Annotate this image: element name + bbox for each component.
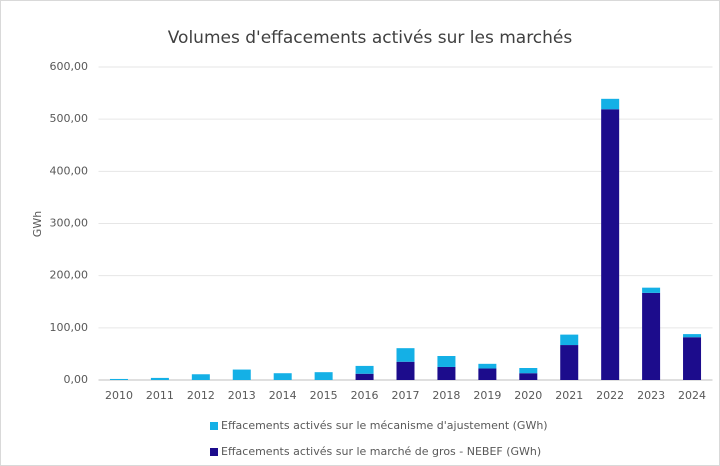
- bar-segment: [601, 98, 620, 110]
- bar-segment: [437, 356, 456, 367]
- y-tick-label: 0,00: [64, 373, 89, 386]
- x-tick-label: 2016: [351, 389, 379, 402]
- x-tick-label: 2013: [228, 389, 256, 402]
- bar-segment: [396, 348, 415, 362]
- bar-segment: [560, 334, 579, 346]
- x-tick-label: 2017: [392, 389, 420, 402]
- bar-segment: [519, 373, 538, 380]
- x-tick-label: 2023: [637, 389, 665, 402]
- y-tick-label: 200,00: [50, 269, 89, 282]
- x-tick-label: 2018: [432, 389, 460, 402]
- bar-segment: [519, 368, 538, 374]
- bar-segment: [601, 109, 620, 380]
- bar-segment: [273, 373, 292, 380]
- bar-segment: [150, 377, 169, 380]
- y-tick-label: 400,00: [50, 164, 89, 177]
- bar-segment: [314, 372, 333, 380]
- bar-segment: [355, 373, 374, 380]
- y-tick-label: 100,00: [50, 321, 89, 334]
- bar-segment: [478, 368, 497, 380]
- x-tick-label: 2014: [269, 389, 297, 402]
- bar-segment: [437, 366, 456, 380]
- x-tick-label: 2020: [514, 389, 542, 402]
- y-tick-label: 500,00: [50, 112, 89, 125]
- bar-segment: [642, 292, 661, 380]
- legend-label: Effacements activés sur le marché de gro…: [221, 445, 541, 458]
- x-tick-label: 2024: [678, 389, 706, 402]
- legend-swatch: [210, 448, 218, 456]
- x-tick-label: 2012: [187, 389, 215, 402]
- bar-segment: [683, 337, 702, 380]
- x-tick-label: 2015: [310, 389, 338, 402]
- y-tick-label: 300,00: [50, 217, 89, 230]
- bar-segment: [191, 374, 210, 380]
- bar-segment: [109, 378, 128, 380]
- y-axis-label: GWh: [31, 211, 44, 237]
- chart-title: Volumes d'effacements activés sur les ma…: [168, 28, 573, 48]
- bar-segment: [683, 334, 702, 338]
- legend-swatch: [210, 422, 218, 430]
- y-tick-label: 600,00: [50, 60, 89, 73]
- x-tick-label: 2022: [596, 389, 624, 402]
- bar-segment: [560, 345, 579, 380]
- bar-segment: [396, 361, 415, 380]
- legend-label: Effacements activés sur le mécanisme d'a…: [221, 419, 548, 432]
- x-tick-label: 2021: [555, 389, 583, 402]
- bar-segment: [355, 365, 374, 374]
- bar-segment: [642, 287, 661, 293]
- x-tick-label: 2011: [146, 389, 174, 402]
- bar-segment: [232, 369, 251, 380]
- x-tick-label: 2010: [105, 389, 133, 402]
- bar-segment: [478, 363, 497, 369]
- x-tick-label: 2019: [473, 389, 501, 402]
